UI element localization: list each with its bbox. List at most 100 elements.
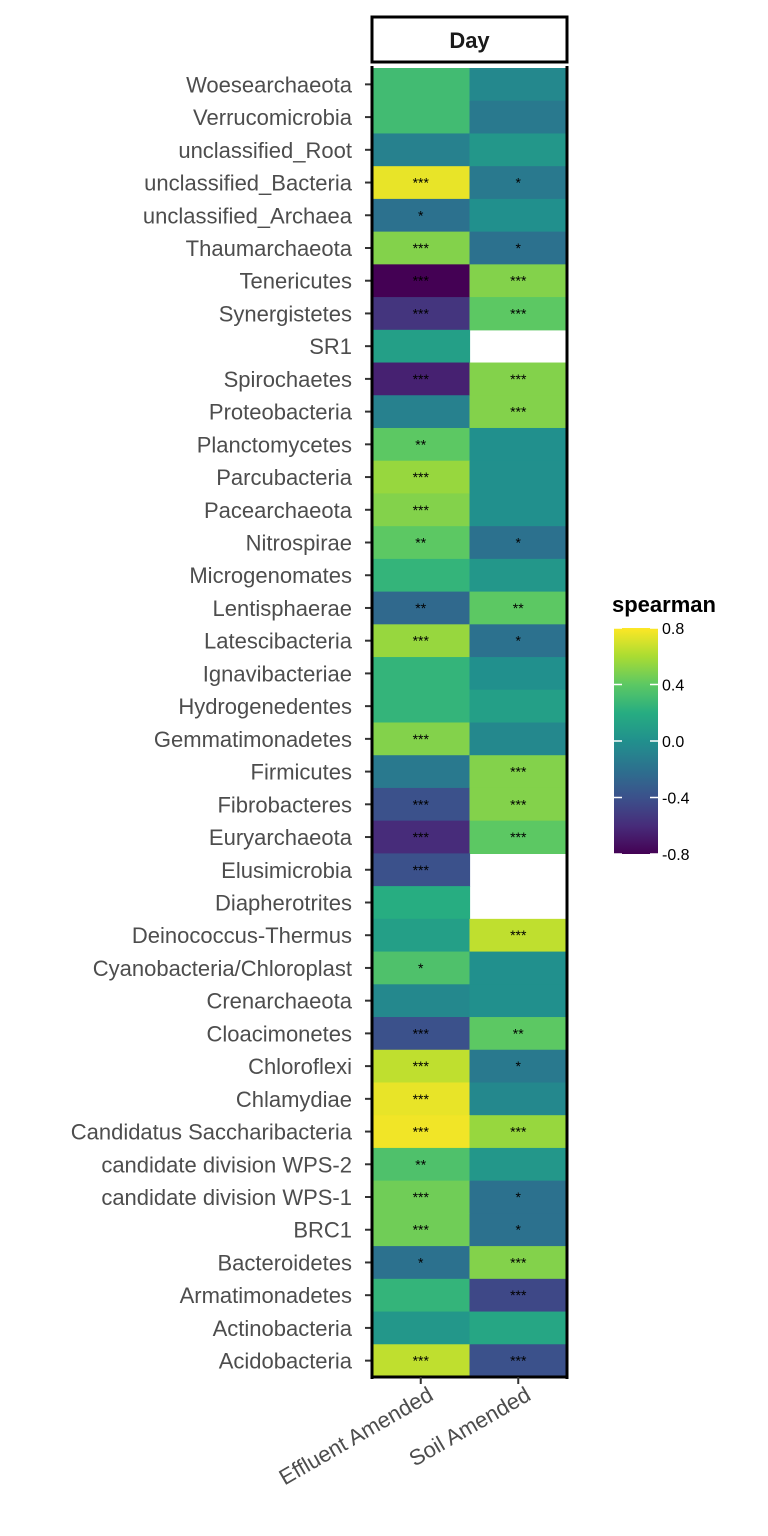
heatmap-cell	[469, 526, 568, 560]
heatmap-cell	[372, 362, 471, 396]
y-tick-label: Proteobacteria	[209, 400, 353, 425]
significance-label: **	[415, 535, 426, 551]
significance-label: *	[516, 633, 522, 649]
significance-label: ***	[413, 240, 430, 256]
heatmap-cell	[372, 624, 471, 658]
heatmap-cell	[469, 231, 568, 265]
significance-label: *	[418, 1254, 424, 1270]
significance-label: *	[516, 175, 522, 191]
heatmap-cell	[372, 100, 471, 135]
heatmap-cell	[372, 133, 471, 167]
y-tick-label: Spirochaetes	[224, 367, 352, 392]
y-tick-label: Lentisphaerae	[213, 596, 352, 621]
heatmap-cell	[469, 657, 568, 691]
significance-label: ***	[413, 1025, 430, 1041]
significance-label: ***	[413, 371, 430, 387]
heatmap-cell	[372, 264, 471, 298]
heatmap-cell	[372, 918, 471, 953]
heatmap-cell	[469, 1049, 568, 1084]
heatmap-cell	[372, 689, 471, 724]
significance-label: ***	[413, 1353, 430, 1369]
heatmap-cell	[372, 1213, 471, 1247]
axes	[365, 66, 569, 1384]
heatmap-cell	[372, 460, 471, 495]
heatmap-cell	[469, 1082, 568, 1116]
heatmap-cell	[372, 591, 471, 625]
significance-label: **	[415, 600, 426, 616]
heatmap-cell	[372, 886, 471, 920]
heatmap-cell	[372, 853, 471, 887]
y-tick-label: Nitrospirae	[246, 531, 352, 556]
heatmap-cells	[372, 68, 568, 1378]
y-tick-label: Cloacimonetes	[206, 1021, 352, 1046]
heatmap-cell	[372, 493, 471, 527]
y-tick-label: Fibrobacteres	[217, 792, 352, 817]
significance-label: *	[418, 207, 424, 223]
significance-label: ***	[413, 273, 430, 289]
heatmap-cell	[469, 362, 568, 396]
significance-labels: *** ***** **** ****** ****** ****************…	[413, 175, 527, 1369]
heatmap-cell	[469, 1344, 568, 1378]
significance-label: ***	[413, 1091, 430, 1107]
y-tick-label: Parcubacteria	[216, 465, 353, 490]
heatmap-cell	[469, 427, 568, 462]
y-tick-label: Actinobacteria	[213, 1316, 353, 1341]
heatmap-cell	[372, 1311, 471, 1345]
y-tick-label: unclassified_Bacteria	[144, 171, 353, 196]
y-tick-label: Verrucomicrobia	[193, 105, 353, 130]
significance-label: ***	[413, 731, 430, 747]
y-tick-label: Latescibacteria	[204, 629, 353, 654]
heatmap-cell	[469, 558, 568, 593]
significance-label: ***	[510, 1353, 527, 1369]
significance-label: *	[516, 240, 522, 256]
significance-label: **	[513, 1025, 524, 1041]
heatmap-cell	[469, 1246, 568, 1280]
heatmap-cell	[372, 198, 471, 233]
heatmap-cell	[469, 689, 568, 724]
y-tick-label: candidate division WPS-1	[101, 1185, 352, 1210]
legend: spearman 0.8 0.4 0.0 -0.4 -0.8	[612, 592, 716, 864]
heatmap-cell	[372, 722, 471, 756]
legend-title: spearman	[612, 592, 716, 617]
heatmap-cell	[469, 1311, 568, 1345]
significance-label: ***	[413, 305, 430, 321]
heatmap-cell	[372, 984, 471, 1018]
heatmap-cell	[372, 1082, 471, 1116]
legend-tick-label: 0.8	[662, 621, 684, 638]
heatmap-cell	[469, 198, 568, 233]
heatmap-cell	[372, 526, 471, 560]
y-tick-label: Elusimicrobia	[221, 858, 353, 883]
significance-label: ***	[413, 862, 430, 878]
heatmap-cell	[372, 787, 471, 822]
significance-label: ***	[510, 273, 527, 289]
heatmap-cell	[469, 264, 568, 298]
heatmap-cell	[372, 1246, 471, 1280]
heatmap-cell	[469, 1147, 568, 1182]
significance-label: *	[516, 1058, 522, 1074]
y-tick-label: Gemmatimonadetes	[154, 727, 352, 752]
y-tick-label: Hydrogenedentes	[178, 694, 352, 719]
facet-strip-box	[370, 15, 569, 64]
facet-strip-label: Day	[449, 28, 490, 53]
legend-tick-label: 0.0	[662, 734, 684, 751]
significance-label: *	[516, 1189, 522, 1205]
significance-label: ***	[413, 633, 430, 649]
y-tick-label: Pacearchaeota	[204, 498, 353, 523]
heatmap-cell	[372, 1180, 471, 1214]
significance-label: ***	[413, 796, 430, 812]
y-tick-label: Bacteroidetes	[217, 1250, 352, 1275]
heatmap-cell	[469, 1278, 568, 1313]
heatmap-cell	[372, 1147, 471, 1182]
heatmap-cell	[372, 558, 471, 593]
y-tick-label: candidate division WPS-2	[101, 1152, 352, 1177]
significance-label: ***	[510, 927, 527, 943]
y-tick-label: Cyanobacteria/Chloroplast	[93, 956, 352, 981]
heatmap-cell	[372, 951, 471, 985]
y-tick-label: Chlamydiae	[236, 1087, 352, 1112]
heatmap-cell	[372, 68, 471, 102]
heatmap-cell	[469, 1115, 568, 1149]
heatmap-cell	[469, 755, 568, 789]
significance-label: ***	[510, 404, 527, 420]
significance-label: ***	[510, 1254, 527, 1270]
